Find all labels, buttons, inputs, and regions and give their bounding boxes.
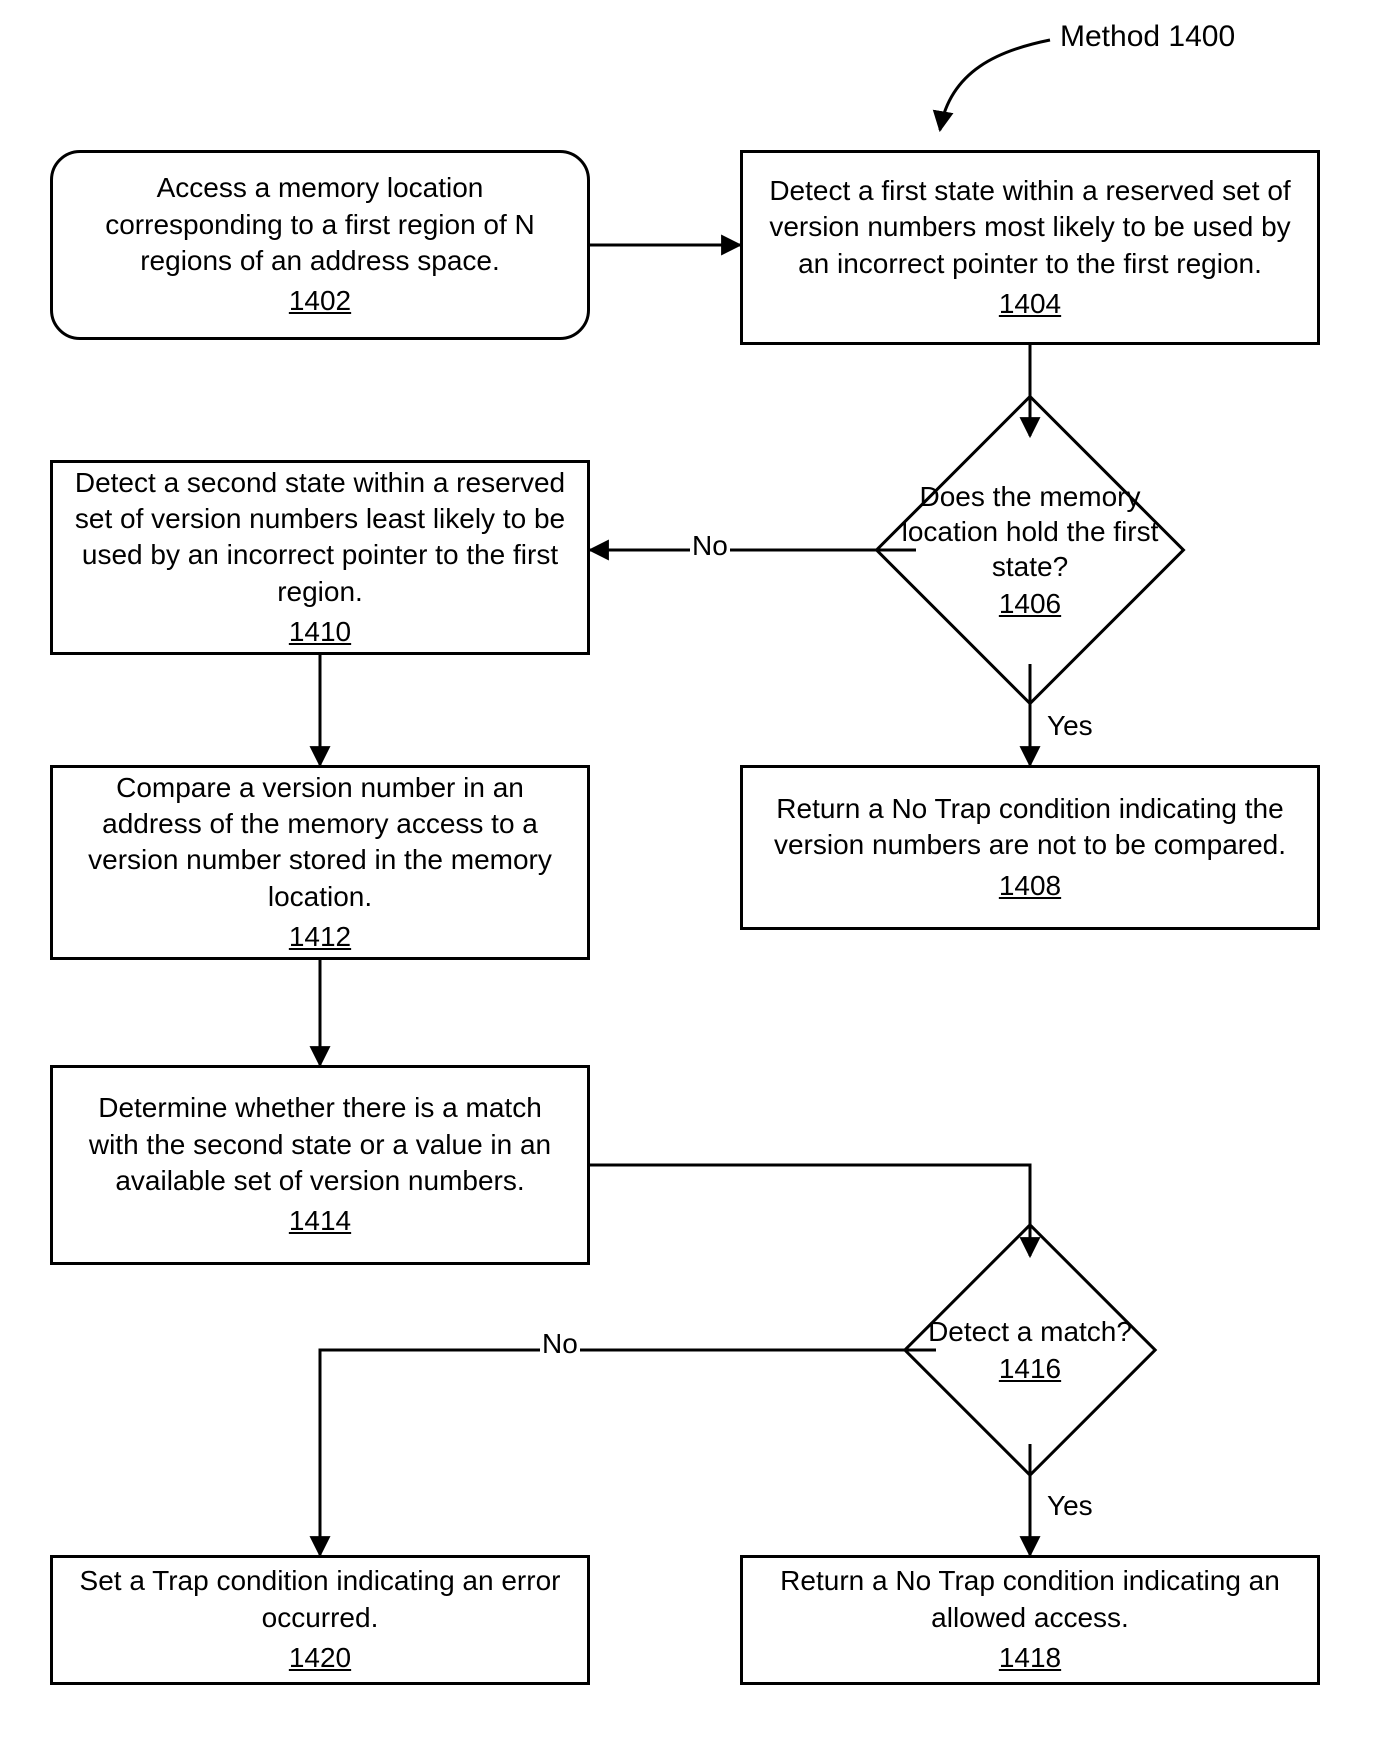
node-ref: 1406 bbox=[999, 586, 1061, 621]
node-1414: Determine whether there is a match with … bbox=[50, 1065, 590, 1265]
node-1404: Detect a first state within a reserved s… bbox=[740, 150, 1320, 345]
node-label: Does the memory location hold the first … bbox=[876, 440, 1184, 660]
node-text: Determine whether there is a match with … bbox=[73, 1090, 567, 1199]
edge-label-no: No bbox=[540, 1328, 580, 1360]
node-1406: Does the memory location hold the first … bbox=[920, 440, 1140, 660]
diagram-title: Method 1400 bbox=[1060, 20, 1235, 54]
node-text: Return a No Trap condition indicating th… bbox=[763, 791, 1297, 864]
edge-label-no: No bbox=[690, 530, 730, 562]
node-ref: 1416 bbox=[999, 1351, 1061, 1386]
node-text: Set a Trap condition indicating an error… bbox=[73, 1563, 567, 1636]
node-1408: Return a No Trap condition indicating th… bbox=[740, 765, 1320, 930]
node-ref: 1410 bbox=[289, 614, 351, 650]
node-1416: Detect a match? 1416 bbox=[940, 1260, 1120, 1440]
edge-n1416-n1420 bbox=[320, 1350, 936, 1555]
node-1410: Detect a second state within a reserved … bbox=[50, 460, 590, 655]
node-text: Detect a first state within a reserved s… bbox=[763, 173, 1297, 282]
node-text: Detect a match? bbox=[928, 1314, 1132, 1349]
node-text: Return a No Trap condition indicating an… bbox=[763, 1563, 1297, 1636]
edge-n1414-n1416 bbox=[590, 1165, 1030, 1256]
node-ref: 1414 bbox=[289, 1203, 351, 1239]
node-1402: Access a memory location corresponding t… bbox=[50, 150, 590, 340]
node-ref: 1408 bbox=[999, 868, 1061, 904]
node-ref: 1402 bbox=[289, 283, 351, 319]
node-text: Access a memory location corresponding t… bbox=[73, 170, 567, 279]
node-ref: 1418 bbox=[999, 1640, 1061, 1676]
node-ref: 1420 bbox=[289, 1640, 351, 1676]
node-ref: 1412 bbox=[289, 919, 351, 955]
edge-label-yes: Yes bbox=[1045, 1490, 1095, 1522]
edge-label-yes: Yes bbox=[1045, 710, 1095, 742]
node-label: Detect a match? 1416 bbox=[904, 1260, 1156, 1440]
node-1418: Return a No Trap condition indicating an… bbox=[740, 1555, 1320, 1685]
node-1412: Compare a version number in an address o… bbox=[50, 765, 590, 960]
flowchart-canvas: Method 1400 Access a memory location cor… bbox=[0, 0, 1392, 1763]
node-text: Compare a version number in an address o… bbox=[73, 770, 567, 916]
node-text: Does the memory location hold the first … bbox=[876, 479, 1184, 584]
node-ref: 1404 bbox=[999, 286, 1061, 322]
node-text: Detect a second state within a reserved … bbox=[73, 465, 567, 611]
node-1420: Set a Trap condition indicating an error… bbox=[50, 1555, 590, 1685]
title-pointer-arrow bbox=[940, 40, 1050, 130]
